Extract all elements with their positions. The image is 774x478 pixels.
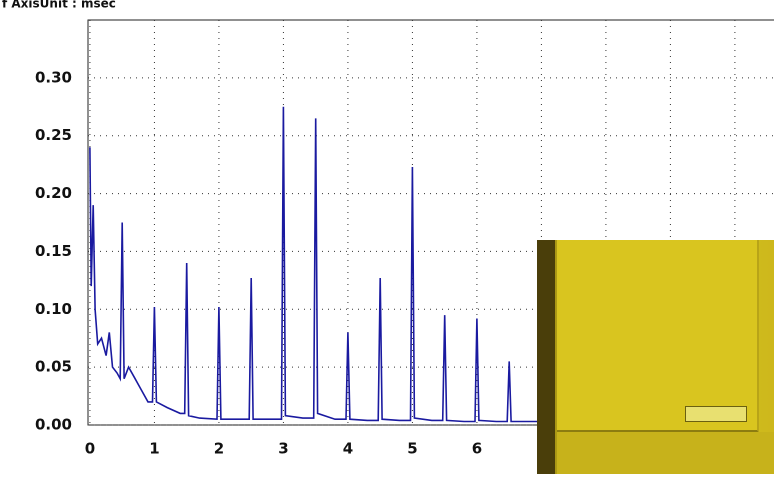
x-tick-label: 5 bbox=[407, 440, 417, 458]
yellow-panel bbox=[557, 240, 759, 433]
x-tick-label: 4 bbox=[343, 440, 353, 458]
warning-labels bbox=[685, 406, 747, 422]
plot-frame bbox=[87, 19, 774, 426]
y-tick-label: 0.05 bbox=[35, 358, 72, 376]
x-tick-label: 1 bbox=[149, 440, 159, 458]
y-tick-label: 0.30 bbox=[35, 68, 72, 86]
y-tick-label: 0.25 bbox=[35, 126, 72, 144]
x-tick-label: 6 bbox=[472, 440, 482, 458]
yellow-base bbox=[557, 432, 774, 474]
camera-overlay bbox=[537, 240, 774, 474]
x-tick-label: 3 bbox=[278, 440, 288, 458]
y-tick-label: 0.00 bbox=[35, 416, 72, 434]
shadow-edge bbox=[537, 240, 555, 474]
y-tick-label: 0.20 bbox=[35, 184, 72, 202]
y-tick-label: 0.15 bbox=[35, 242, 72, 260]
x-tick-label: 2 bbox=[214, 440, 224, 458]
chart-title: f AxisUnit : msec bbox=[2, 0, 116, 11]
spectrum-line bbox=[89, 106, 542, 423]
x-tick-label: 0 bbox=[85, 440, 95, 458]
y-tick-label: 0.10 bbox=[35, 300, 72, 318]
